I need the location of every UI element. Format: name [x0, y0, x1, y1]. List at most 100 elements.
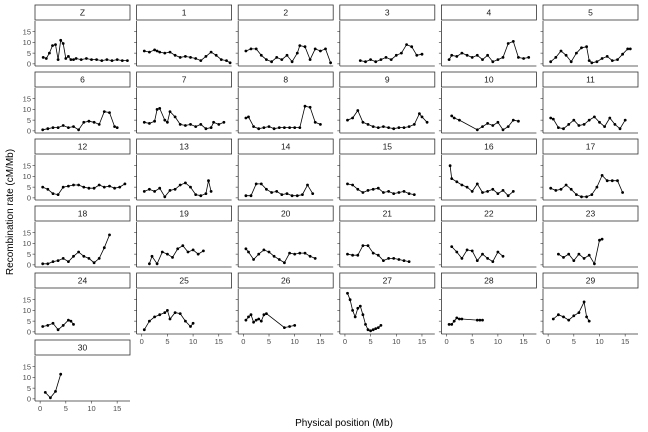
data-point — [293, 126, 297, 129]
facet-strip-label: 30 — [78, 343, 88, 353]
data-point — [148, 122, 151, 125]
data-point — [567, 252, 571, 256]
series-line — [245, 248, 316, 264]
facet-strip-label: 18 — [78, 209, 88, 219]
data-point — [412, 123, 416, 126]
data-point — [598, 238, 601, 242]
data-point — [564, 183, 568, 187]
data-point — [184, 319, 187, 323]
x-tick-label: 5 — [369, 337, 373, 346]
data-point — [262, 248, 266, 252]
data-point — [257, 127, 261, 131]
data-point — [67, 55, 70, 58]
data-point — [616, 179, 619, 183]
data-point — [450, 53, 454, 57]
data-point — [575, 193, 578, 197]
y-tick-label: 10 — [23, 239, 31, 248]
x-axis-title: Physical position (Mb) — [295, 418, 393, 429]
facet-strip — [237, 71, 334, 88]
data-point — [189, 185, 192, 189]
data-point — [486, 257, 489, 260]
data-point — [346, 252, 349, 256]
facet-panel-28: 28 0 5 10 15 — [438, 272, 537, 346]
data-point — [102, 110, 106, 113]
data-point — [567, 318, 571, 322]
data-point — [191, 248, 195, 252]
data-point — [244, 247, 248, 251]
data-point — [267, 250, 271, 254]
data-point — [351, 183, 354, 187]
data-point — [491, 187, 495, 191]
data-point — [277, 258, 281, 261]
data-point — [585, 315, 588, 319]
data-point — [475, 318, 479, 322]
facet-panel-2: 2 — [235, 4, 334, 67]
data-point — [496, 250, 500, 254]
data-point — [522, 57, 525, 60]
data-point — [283, 261, 286, 265]
data-point — [458, 118, 461, 122]
data-point — [194, 57, 198, 60]
data-point — [475, 128, 479, 132]
data-point — [450, 245, 454, 249]
data-point — [41, 128, 45, 132]
data-point — [209, 126, 213, 129]
facet-strip — [34, 4, 131, 21]
data-point — [356, 109, 360, 112]
data-point — [100, 59, 104, 62]
data-point — [420, 115, 424, 119]
data-point — [225, 59, 228, 62]
data-point — [301, 193, 304, 197]
data-point — [407, 260, 411, 263]
data-point — [610, 59, 614, 62]
facet-panel-10: 10 — [438, 71, 537, 134]
series-line — [550, 174, 623, 198]
data-point — [506, 42, 510, 45]
facet-panel-27: 27 0 5 10 15 — [337, 272, 436, 346]
x-tick-label: 10 — [189, 337, 197, 346]
data-point — [56, 259, 60, 262]
data-point — [303, 45, 307, 49]
data-point — [222, 120, 226, 124]
data-point — [155, 108, 159, 111]
data-point — [275, 56, 279, 59]
data-point — [97, 123, 101, 126]
data-point — [628, 47, 632, 51]
data-point — [155, 49, 159, 53]
x-tick-label: 5 — [470, 337, 474, 346]
data-point — [618, 127, 622, 131]
data-point — [181, 244, 185, 248]
data-point — [361, 191, 365, 194]
data-point — [621, 52, 624, 56]
data-point — [481, 58, 484, 61]
data-point — [199, 59, 203, 62]
facet-strip — [237, 272, 334, 289]
data-point — [356, 306, 360, 310]
data-point — [285, 53, 289, 57]
facet-strip-label: 23 — [586, 209, 596, 219]
x-tick-label: 10 — [595, 337, 603, 346]
x-tick-label: 0 — [343, 337, 347, 346]
data-point — [262, 313, 266, 317]
data-point — [160, 250, 164, 254]
facet-panel-9: 9 — [337, 71, 436, 134]
data-point — [61, 257, 65, 260]
data-point — [319, 49, 322, 53]
facet-strip — [339, 272, 436, 289]
data-point — [376, 186, 380, 190]
data-point — [46, 127, 50, 131]
data-point — [470, 56, 474, 59]
data-point — [351, 116, 354, 120]
data-point — [551, 117, 555, 121]
data-point — [168, 189, 172, 192]
data-point — [392, 257, 396, 260]
y-tick-label: 15 — [23, 27, 31, 36]
facet-strip — [440, 4, 537, 21]
data-point — [501, 189, 505, 192]
data-point — [87, 257, 91, 260]
data-point — [527, 56, 531, 59]
data-point — [126, 59, 129, 62]
data-point — [148, 50, 151, 54]
data-point — [415, 53, 419, 57]
data-point — [163, 118, 167, 122]
